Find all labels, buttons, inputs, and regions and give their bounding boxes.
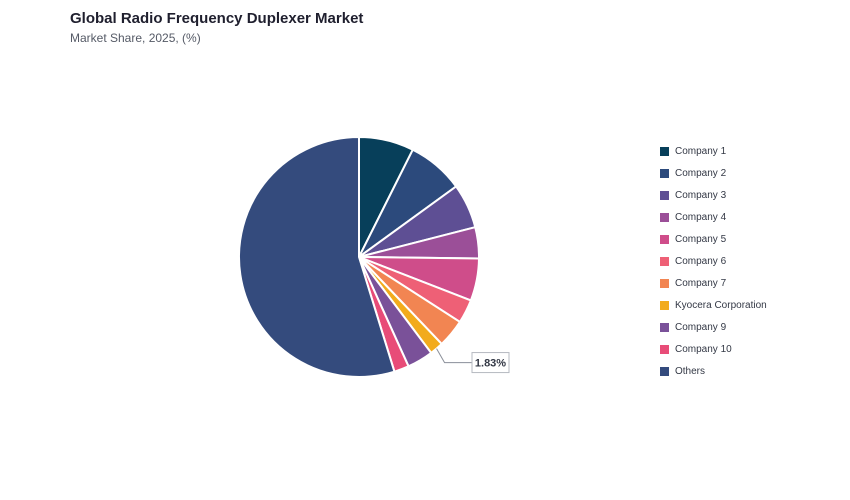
legend-label: Company 7 xyxy=(675,277,727,289)
legend-label: Others xyxy=(675,365,706,377)
legend-swatch xyxy=(660,190,669,200)
legend-item[interactable]: Company 1 xyxy=(660,140,767,162)
legend-label: Company 9 xyxy=(675,321,727,333)
legend-label: Company 10 xyxy=(675,343,732,355)
legend-item[interactable]: Company 4 xyxy=(660,206,767,228)
legend-swatch xyxy=(660,300,669,310)
legend-item[interactable]: Company 2 xyxy=(660,162,767,184)
legend-label: Company 5 xyxy=(675,233,727,245)
legend-item[interactable]: Kyocera Corporation xyxy=(660,294,767,316)
legend-label: Company 6 xyxy=(675,255,727,267)
legend-swatch xyxy=(660,146,669,156)
chart-title: Global Radio Frequency Duplexer Market xyxy=(70,10,364,27)
legend-swatch xyxy=(660,322,669,332)
legend-swatch xyxy=(660,344,669,354)
legend-item[interactable]: Company 5 xyxy=(660,228,767,250)
legend-swatch xyxy=(660,278,669,288)
chart-subtitle: Market Share, 2025, (%) xyxy=(70,31,201,45)
legend-swatch xyxy=(660,168,669,178)
pie-slice-others[interactable] xyxy=(238,135,396,378)
legend-swatch xyxy=(660,256,669,266)
legend-item[interactable]: Company 7 xyxy=(660,272,767,294)
legend-label: Company 2 xyxy=(675,167,727,179)
legend-label: Kyocera Corporation xyxy=(675,299,767,311)
legend-label: Company 4 xyxy=(675,211,727,223)
data-label-leader-line xyxy=(436,348,472,364)
legend-label: Company 1 xyxy=(675,145,727,157)
legend-item[interactable]: Company 9 xyxy=(660,316,767,338)
legend-item[interactable]: Company 6 xyxy=(660,250,767,272)
legend-swatch xyxy=(660,212,669,222)
legend-item[interactable]: Others xyxy=(660,360,767,382)
legend-label: Company 3 xyxy=(675,189,727,201)
legend-item[interactable]: Company 10 xyxy=(660,338,767,360)
legend-swatch xyxy=(660,366,669,376)
legend-item[interactable]: Company 3 xyxy=(660,184,767,206)
legend-swatch xyxy=(660,234,669,244)
chart-legend: Company 1 Company 2 Company 3 Company 4 Comp… xyxy=(660,140,767,382)
data-label-text: 1.83% xyxy=(475,358,506,370)
data-label-box xyxy=(471,352,510,374)
